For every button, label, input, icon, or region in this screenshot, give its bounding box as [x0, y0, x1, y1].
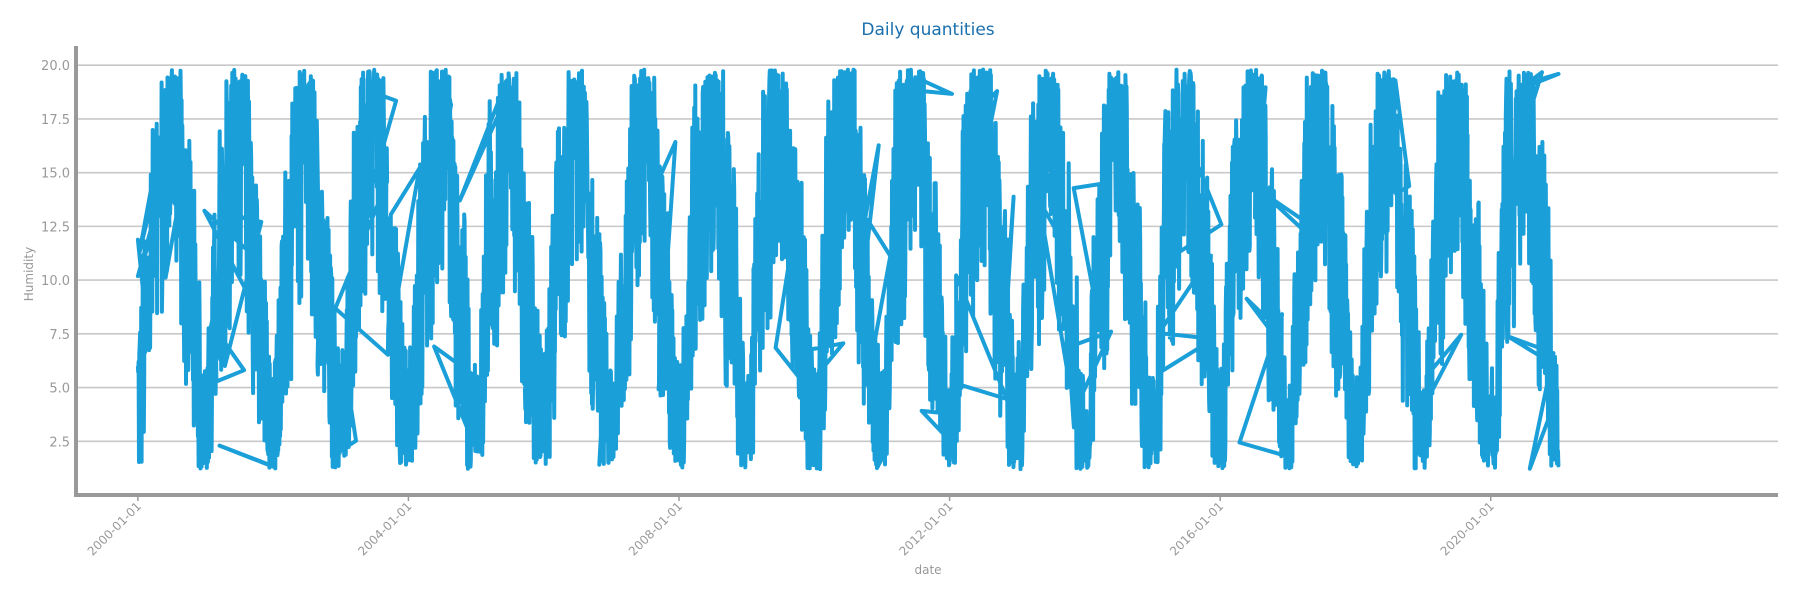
series-line	[135, 67, 1561, 472]
y-tick-label: 15.0	[41, 167, 70, 182]
x-tick-label: 2004-01-01	[355, 499, 414, 558]
y-tick-label: 10.0	[41, 274, 70, 289]
y-tick-label: 20.0	[41, 59, 70, 74]
x-tick-label: 2000-01-01	[85, 499, 144, 558]
chart-title: Daily quantities	[861, 20, 994, 40]
series-layer	[135, 67, 1561, 472]
x-axis-label: date	[914, 563, 941, 577]
x-tick-label: 2008-01-01	[626, 499, 685, 558]
y-axis-label: Humidity	[22, 247, 36, 301]
x-tick-label: 2012-01-01	[896, 499, 955, 558]
y-tick-label: 5.0	[49, 382, 70, 397]
y-tick-label: 17.5	[41, 113, 70, 128]
x-tick-label: 2020-01-01	[1438, 499, 1497, 558]
y-tick-label: 12.5	[41, 220, 70, 235]
y-tick-label: 7.5	[49, 328, 70, 343]
x-tick-label: 2016-01-01	[1167, 499, 1226, 558]
y-tick-label: 2.5	[49, 435, 70, 450]
